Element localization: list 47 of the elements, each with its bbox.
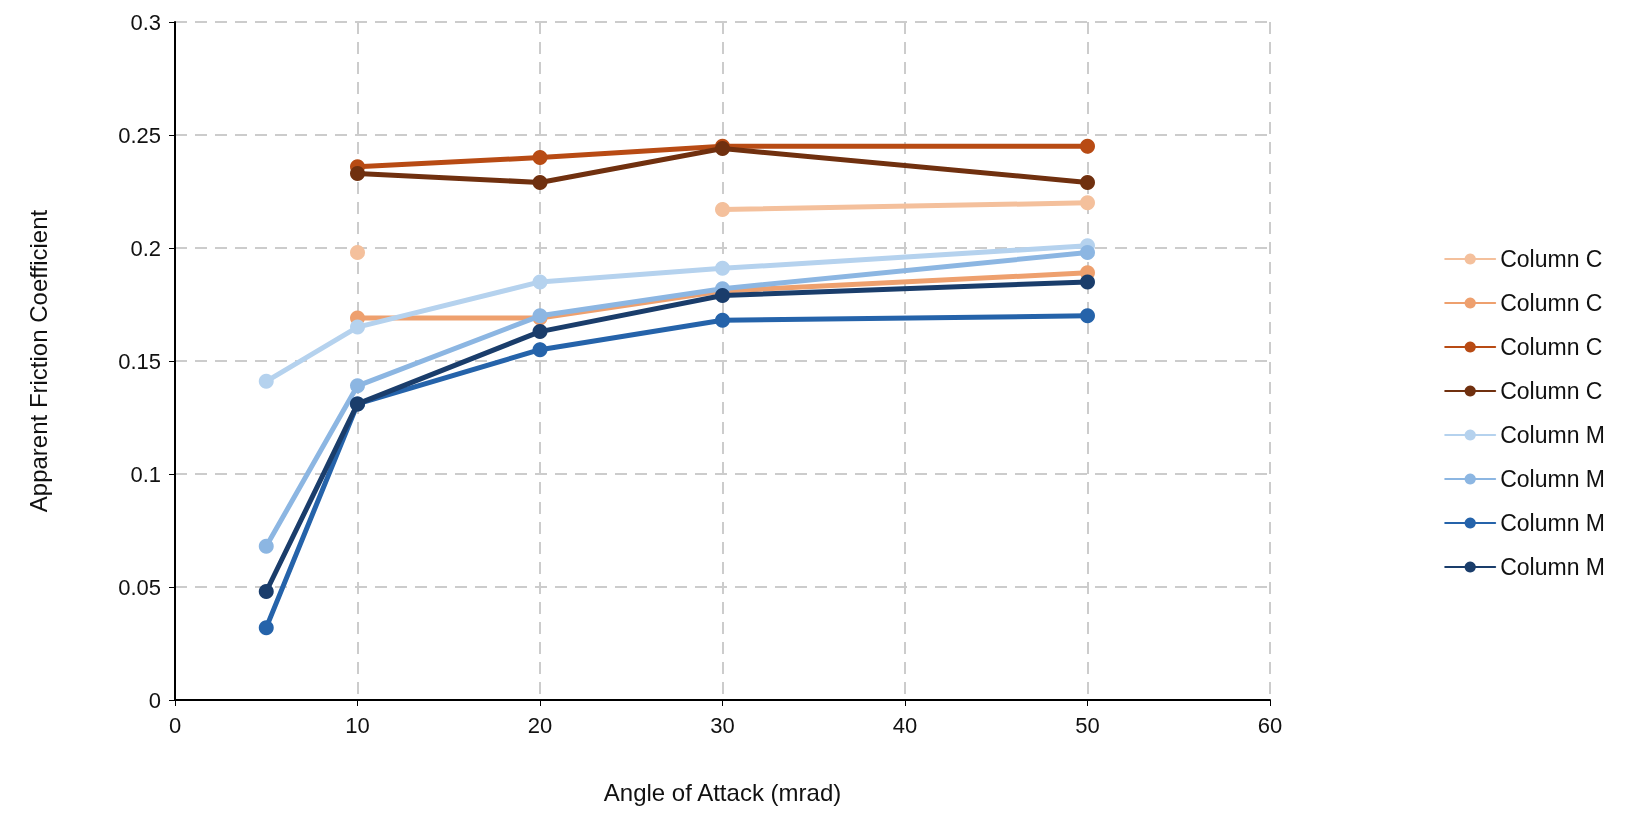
- point: [350, 245, 365, 261]
- y-tick-label: 0.2: [130, 235, 161, 261]
- point: [1080, 308, 1095, 324]
- y-tick-label: 0.25: [118, 122, 161, 148]
- point: [532, 324, 548, 340]
- point: [258, 538, 274, 554]
- y-tick-label: 0.05: [118, 574, 161, 600]
- legend-label: Column C: [1500, 334, 1603, 360]
- point: [1080, 274, 1095, 290]
- point: [350, 378, 365, 394]
- x-axis-title: Angle of Attack (mrad): [603, 778, 842, 806]
- x-tick-label: 40: [892, 712, 918, 738]
- legend-label: Column M: [1500, 510, 1606, 536]
- x-tick-label: 0: [168, 712, 182, 738]
- point: [715, 202, 730, 218]
- x-tick-label: 20: [527, 712, 553, 738]
- y-tick-label: 0.15: [118, 348, 161, 374]
- point: [715, 260, 730, 276]
- y-axis-title: Apparent Friction Coefficient: [24, 209, 52, 513]
- point: [715, 287, 730, 303]
- point: [350, 165, 365, 181]
- point: [532, 342, 548, 358]
- point: [532, 274, 548, 290]
- y-tick-label: 0: [148, 687, 161, 713]
- point: [350, 319, 365, 335]
- x-tick-label: 50: [1075, 712, 1100, 738]
- x-tick-label: 10: [345, 712, 370, 738]
- point: [1080, 195, 1095, 211]
- point: [532, 150, 548, 166]
- y-tick-label: 0.3: [130, 9, 161, 35]
- legend-label: Column M: [1500, 422, 1606, 448]
- legend-label: Column C: [1500, 246, 1603, 272]
- point: [1080, 245, 1095, 261]
- x-tick-label: 60: [1257, 712, 1283, 738]
- point: [715, 312, 730, 328]
- point: [258, 584, 274, 600]
- legend-label: Column M: [1500, 554, 1606, 580]
- point: [1080, 138, 1095, 154]
- legend-label: Column C: [1500, 378, 1603, 404]
- point: [258, 620, 274, 636]
- point: [532, 174, 548, 190]
- point: [1080, 174, 1095, 190]
- y-tick-label: 0.1: [130, 461, 161, 487]
- legend-label: Column M: [1500, 466, 1606, 492]
- point: [258, 373, 274, 389]
- x-tick-label: 30: [710, 712, 735, 738]
- legend-label: Column C: [1500, 290, 1603, 316]
